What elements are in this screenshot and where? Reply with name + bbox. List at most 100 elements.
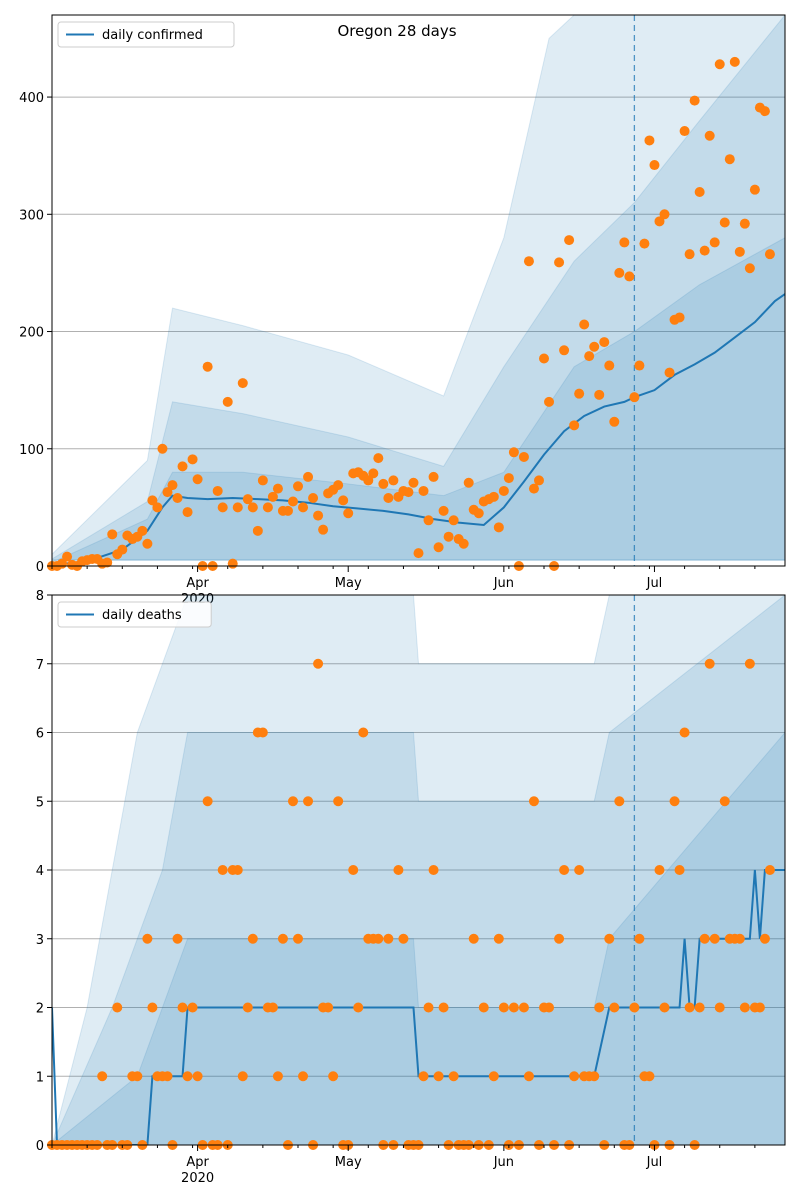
y-tick-label: 6 — [36, 727, 44, 742]
x-tick-label: Apr — [186, 576, 209, 591]
observed-point — [177, 1002, 188, 1013]
observed-point — [152, 502, 163, 513]
observed-point — [724, 154, 735, 165]
observed-point — [308, 493, 319, 504]
observed-point — [659, 1002, 670, 1013]
observed-point — [503, 473, 514, 484]
observed-point — [719, 796, 730, 807]
legend-label: daily confirmed — [102, 28, 203, 43]
observed-point — [589, 1071, 600, 1082]
observed-point — [559, 865, 570, 875]
y-tick-label: 400 — [19, 91, 44, 106]
observed-point — [348, 865, 359, 875]
observed-point — [609, 1002, 620, 1013]
observed-point — [448, 515, 459, 526]
observed-point — [654, 216, 665, 227]
observed-point — [298, 502, 309, 513]
observed-point — [423, 515, 434, 526]
observed-point — [232, 502, 243, 513]
observed-point — [634, 360, 645, 371]
observed-point — [714, 1002, 725, 1013]
observed-point — [202, 361, 213, 372]
observed-point — [764, 865, 775, 875]
observed-point — [162, 487, 173, 498]
observed-point — [267, 491, 278, 502]
observed-point — [478, 1002, 489, 1013]
observed-point — [488, 1071, 499, 1082]
x-tick-label: Jul — [646, 576, 663, 591]
observed-point — [182, 507, 193, 518]
observed-point — [293, 481, 304, 492]
observed-point — [157, 443, 168, 454]
observed-point — [393, 865, 404, 875]
observed-point — [117, 544, 128, 555]
observed-point — [473, 508, 484, 519]
observed-point — [523, 1071, 534, 1082]
observed-point — [719, 217, 730, 228]
observed-point — [333, 796, 344, 807]
observed-point — [599, 337, 610, 348]
observed-point — [212, 485, 223, 496]
observed-point — [378, 478, 389, 489]
observed-point — [318, 524, 329, 535]
observed-point — [338, 495, 349, 506]
observed-point — [383, 933, 394, 944]
observed-point — [287, 796, 298, 807]
observed-point — [684, 249, 695, 260]
observed-point — [704, 658, 715, 669]
legend-label: daily deaths — [102, 608, 182, 623]
x-tick-label: Jul — [646, 1155, 663, 1170]
observed-point — [408, 477, 419, 488]
observed-point — [192, 474, 203, 485]
observed-point — [714, 59, 725, 70]
observed-point — [744, 263, 755, 274]
observed-point — [277, 933, 288, 944]
observed-point — [644, 135, 655, 146]
observed-point — [358, 727, 369, 738]
observed-point — [749, 184, 760, 195]
observed-point — [353, 1002, 364, 1013]
observed-point — [609, 416, 620, 427]
observed-point — [172, 933, 183, 944]
y-tick-label: 2 — [36, 1002, 44, 1017]
y-tick-label: 4 — [36, 864, 44, 879]
x-tick-label: May — [335, 1155, 362, 1170]
uncertainty-band-outer — [52, 15, 785, 561]
observed-point — [428, 471, 439, 482]
y-tick-label: 1 — [36, 1070, 44, 1085]
observed-point — [544, 396, 555, 407]
observed-point — [272, 483, 283, 494]
observed-point — [102, 557, 113, 568]
observed-point — [222, 396, 233, 407]
observed-point — [438, 505, 449, 516]
observed-point — [147, 495, 158, 506]
uncertainty-band-inner — [52, 237, 785, 564]
observed-point — [167, 480, 178, 491]
observed-point — [132, 1071, 143, 1082]
observed-point — [759, 106, 770, 117]
y-tick-label: 3 — [36, 933, 44, 948]
observed-point — [594, 1002, 605, 1013]
observed-point — [247, 502, 258, 513]
observed-point — [739, 1002, 750, 1013]
observed-point — [162, 1071, 173, 1082]
observed-point — [528, 796, 539, 807]
observed-point — [252, 525, 263, 536]
observed-point — [644, 1071, 655, 1082]
observed-point — [554, 933, 565, 944]
x-tick-label: Jun — [493, 1155, 514, 1170]
observed-point — [619, 237, 630, 248]
observed-point — [433, 1071, 444, 1082]
observed-point — [368, 468, 379, 479]
observed-point — [694, 187, 705, 198]
observed-point — [398, 933, 409, 944]
observed-point — [699, 933, 710, 944]
y-tick-label: 0 — [36, 560, 44, 575]
observed-point — [262, 502, 273, 513]
observed-point — [182, 1071, 193, 1082]
observed-point — [528, 483, 539, 494]
observed-point — [518, 451, 529, 462]
